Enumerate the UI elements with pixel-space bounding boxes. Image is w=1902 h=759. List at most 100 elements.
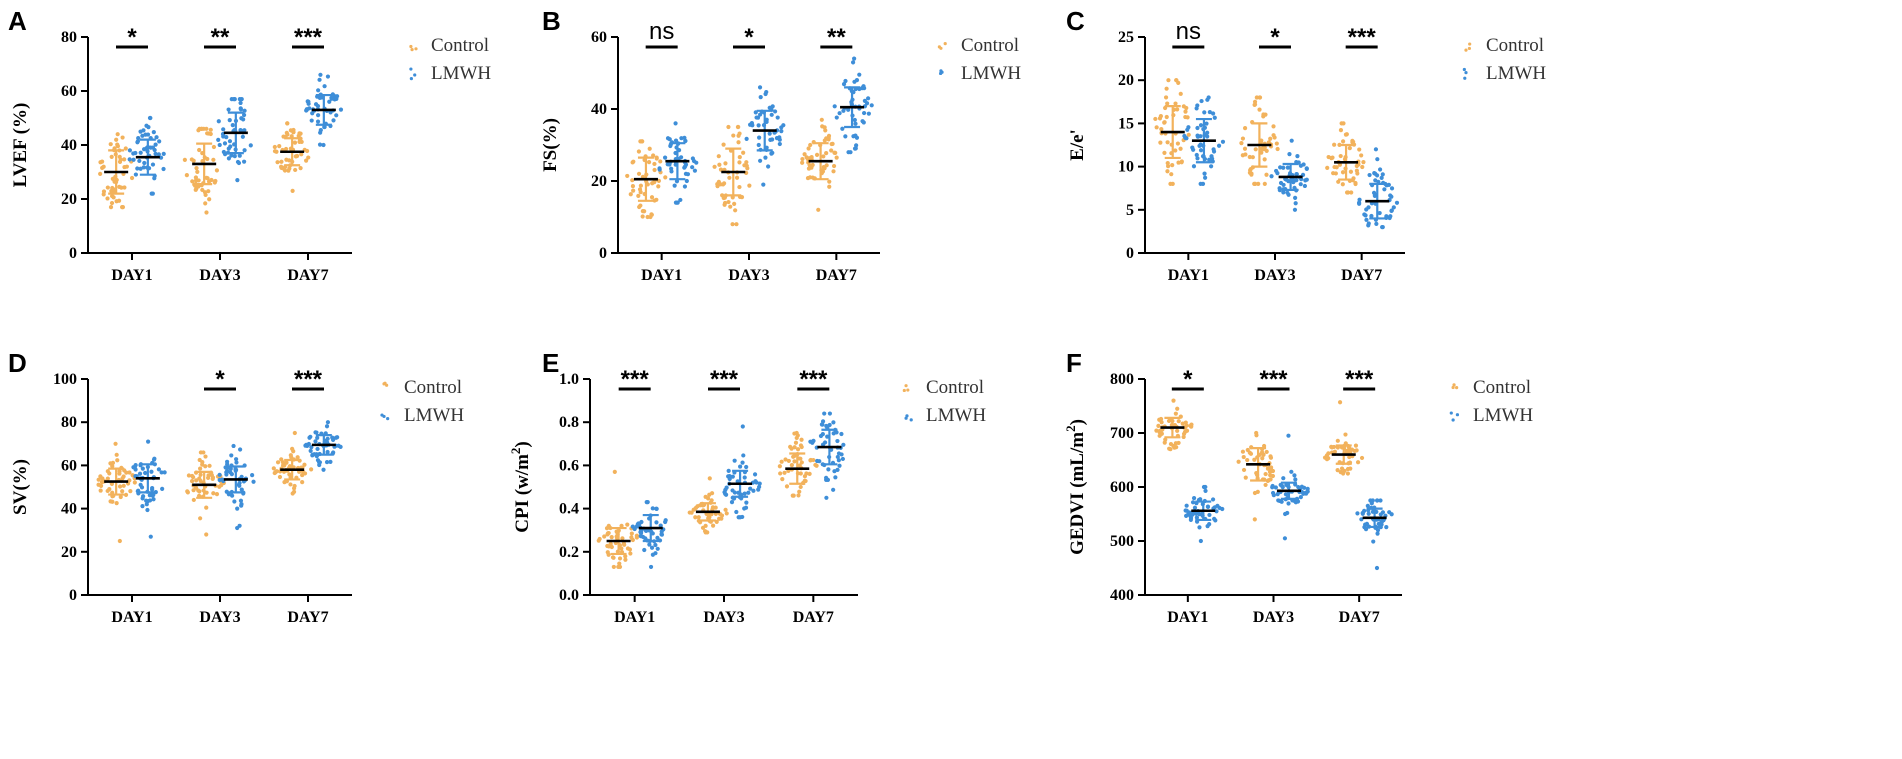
data-point [330, 435, 335, 440]
data-point [1183, 135, 1188, 140]
y-tick-label: 25 [1118, 29, 1134, 46]
data-point [1294, 172, 1299, 177]
data-point [727, 175, 732, 180]
data-point [324, 459, 330, 465]
data-point [108, 142, 113, 147]
scatter-group-control [96, 441, 137, 544]
data-point [754, 480, 759, 485]
data-point [832, 150, 837, 155]
y-tick-label: 80 [61, 29, 77, 46]
data-point [831, 487, 836, 492]
data-point [804, 155, 809, 160]
data-point [824, 150, 829, 156]
x-tick-label: DAY3 [703, 609, 744, 626]
data-point [1183, 109, 1188, 114]
data-point [211, 157, 216, 162]
data-point [109, 200, 115, 206]
data-point [317, 460, 323, 465]
data-point [746, 490, 751, 495]
data-point [228, 470, 233, 475]
data-point [1173, 101, 1178, 106]
data-point [623, 554, 628, 559]
data-point [1277, 188, 1282, 193]
data-point [788, 444, 793, 449]
legend-marker [902, 388, 906, 393]
data-point [1189, 422, 1194, 427]
data-point [238, 100, 243, 106]
data-point [1332, 164, 1337, 170]
data-point [315, 119, 321, 124]
data-point [733, 208, 738, 213]
data-point [768, 137, 773, 142]
data-point [638, 190, 643, 195]
significance-label: ** [827, 24, 846, 51]
data-point [744, 136, 749, 141]
data-point [324, 424, 330, 429]
data-point [1304, 166, 1309, 171]
data-point [1283, 492, 1289, 497]
data-point [1293, 477, 1298, 482]
data-point [146, 439, 151, 444]
data-point [1190, 500, 1196, 505]
y-tick-label: 0 [69, 245, 77, 262]
data-point [655, 546, 660, 551]
data-point [1195, 156, 1200, 161]
data-point [1375, 157, 1380, 162]
data-point [834, 115, 839, 120]
data-point [1220, 139, 1226, 144]
data-point [1305, 486, 1310, 491]
x-tick-label: DAY1 [111, 609, 152, 626]
data-point [1195, 134, 1200, 139]
data-point [314, 430, 319, 435]
data-point [224, 470, 229, 475]
data-point [1364, 207, 1369, 212]
data-point [738, 515, 743, 520]
data-point [1154, 428, 1159, 433]
data-point [740, 424, 745, 429]
data-point [190, 179, 195, 184]
data-point [689, 510, 694, 515]
data-point [723, 507, 728, 512]
data-point [98, 171, 103, 177]
data-point [1184, 503, 1189, 508]
data-point [101, 479, 106, 484]
data-point [279, 159, 284, 164]
data-point [228, 144, 233, 149]
data-point [1371, 539, 1376, 544]
data-point [773, 109, 778, 114]
data-point [691, 507, 696, 512]
data-point [1248, 451, 1254, 456]
data-point [300, 479, 305, 485]
data-point [654, 520, 659, 525]
data-point [1257, 95, 1263, 100]
panel-letter: A [8, 6, 27, 36]
data-point [1199, 98, 1204, 104]
y-axis-label: GEDVI (mL/m2) [1063, 419, 1088, 555]
data-point [769, 151, 774, 156]
data-point [207, 197, 212, 202]
data-point [1295, 154, 1300, 159]
data-point [792, 445, 797, 450]
data-point [108, 205, 114, 210]
data-point [331, 450, 336, 455]
data-point [789, 462, 794, 468]
data-point [150, 145, 156, 150]
data-point [657, 538, 663, 543]
data-point [1366, 221, 1371, 226]
data-point [820, 419, 826, 424]
data-point [250, 473, 255, 478]
data-point [769, 112, 774, 117]
data-point [866, 111, 871, 116]
data-point [834, 155, 839, 160]
data-point [665, 136, 671, 141]
data-point [1372, 193, 1377, 199]
data-point [1339, 121, 1344, 126]
significance-label: *** [799, 366, 828, 393]
data-point [841, 82, 847, 87]
data-point [122, 157, 127, 162]
data-point [1363, 213, 1368, 218]
data-point [1198, 123, 1204, 128]
data-point [288, 482, 293, 487]
data-point [745, 166, 750, 171]
data-point [1272, 135, 1277, 140]
